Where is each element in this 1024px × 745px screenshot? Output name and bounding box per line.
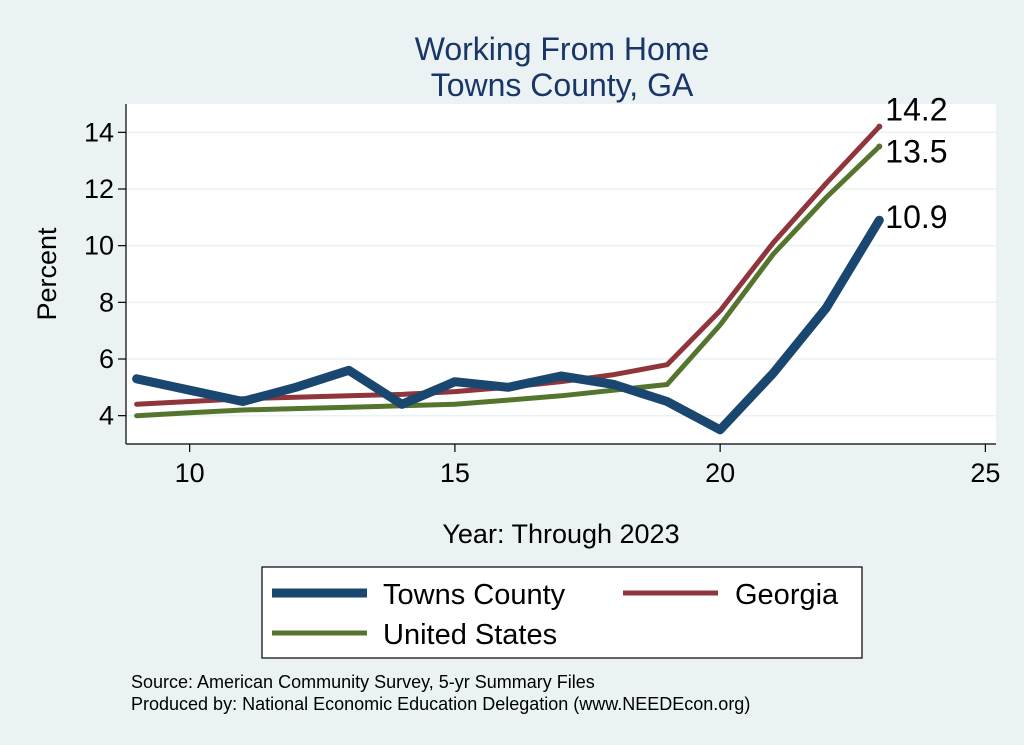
legend-label-towns-county: Towns County xyxy=(383,579,566,611)
end-labels: 14.2 13.5 10.9 xyxy=(885,92,947,236)
y-tick-label-14: 14 xyxy=(84,117,114,147)
legend-box xyxy=(261,566,863,659)
chart-subtitle: Towns County, GA xyxy=(431,67,694,103)
series-end-point-united-states xyxy=(876,143,883,150)
x-tick-label-15: 15 xyxy=(440,458,470,488)
legend: Towns County Georgia United States xyxy=(261,566,863,659)
y-tick-label-12: 12 xyxy=(84,174,114,204)
series-end-point-georgia xyxy=(876,123,883,130)
end-label-georgia: 14.2 xyxy=(885,92,947,128)
y-axis-label: Percent xyxy=(32,227,62,321)
x-tick-label-25: 25 xyxy=(970,458,1000,488)
series-end-point-towns-county xyxy=(876,217,883,224)
grid-lines xyxy=(126,131,996,417)
x-tick-label-10: 10 xyxy=(175,458,205,488)
source-note: Source: American Community Survey, 5-yr … xyxy=(131,672,595,692)
chart-title: Working From Home xyxy=(415,31,710,67)
y-tick-label-6: 6 xyxy=(99,344,114,374)
series-line-united-states xyxy=(134,144,882,419)
series-line-towns-county xyxy=(132,215,884,435)
y-tick-label-4: 4 xyxy=(99,401,114,431)
plot-area xyxy=(126,104,996,444)
axes xyxy=(125,104,996,445)
x-tick-label-20: 20 xyxy=(705,458,735,488)
y-tick-label-10: 10 xyxy=(84,231,114,261)
x-axis-label: Year: Through 2023 xyxy=(442,519,679,549)
y-tick-label-8: 8 xyxy=(99,287,114,317)
axis-ticks: 4 6 8 10 12 14 10 15 20 25 xyxy=(84,117,1000,488)
series-lines xyxy=(132,123,884,435)
end-label-towns-county: 10.9 xyxy=(885,199,947,235)
legend-label-georgia: Georgia xyxy=(735,579,839,611)
end-label-united-states: 13.5 xyxy=(885,134,947,170)
legend-label-united-states: United States xyxy=(383,619,557,651)
produced-by-note: Produced by: National Economic Education… xyxy=(131,694,750,714)
